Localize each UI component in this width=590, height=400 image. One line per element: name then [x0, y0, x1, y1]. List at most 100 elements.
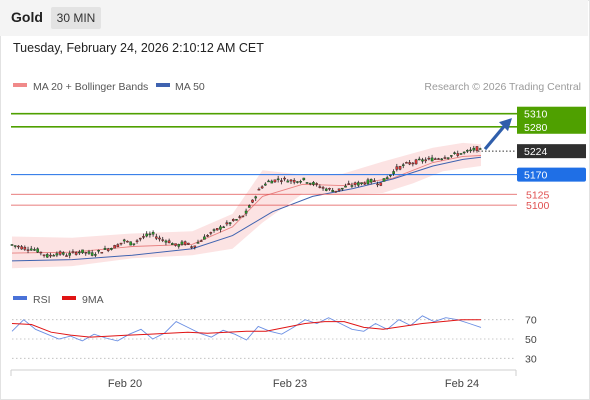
candle-body: [219, 226, 222, 230]
candle-body: [450, 155, 453, 157]
candle-body: [312, 182, 315, 185]
candle-body: [373, 180, 376, 182]
rsi-tick-label: 50: [525, 334, 537, 346]
candle-body: [42, 254, 46, 256]
candle-body: [78, 251, 81, 254]
rsi-ma9-line: [11, 319, 481, 338]
candle-body: [299, 181, 302, 183]
candle-body: [443, 157, 447, 159]
candle-body: [273, 179, 277, 183]
top-bar: Gold 30 MIN: [0, 0, 588, 36]
candle-body: [421, 159, 424, 162]
candle-body: [10, 244, 14, 246]
candle-body: [401, 164, 405, 166]
candle-body: [23, 246, 27, 250]
last-price-label: 5224: [524, 146, 548, 158]
pivot-tag: [517, 167, 586, 182]
candle-body: [167, 240, 171, 244]
candle-body: [289, 179, 293, 182]
candle-body: [62, 252, 65, 255]
candle-body: [87, 251, 91, 254]
candle-body: [212, 229, 216, 231]
candle-body: [199, 240, 203, 242]
candle-body: [395, 166, 399, 170]
candle-body: [472, 147, 476, 151]
candle-body: [126, 240, 129, 243]
candle-body: [180, 241, 184, 245]
candle-body: [119, 242, 123, 245]
rsi-legend-label: RSI: [33, 294, 51, 306]
candle-body: [414, 159, 418, 165]
timeframe-selector[interactable]: 30 MIN: [51, 7, 101, 29]
candle-body: [254, 196, 258, 199]
candle-body: [90, 252, 94, 256]
candle-body: [71, 251, 75, 253]
candle-body: [324, 188, 328, 191]
candle-body: [17, 245, 20, 248]
candle-body: [231, 219, 235, 222]
candle-body: [225, 222, 229, 225]
candle-body: [238, 216, 241, 218]
candle-body: [235, 219, 238, 221]
candle-body: [122, 239, 126, 242]
candle-body: [350, 185, 354, 187]
candle-body: [437, 158, 440, 160]
candle-body: [177, 244, 181, 247]
candle-body: [341, 187, 344, 190]
candle-body: [103, 248, 107, 250]
candle-body: [244, 210, 248, 214]
candle-body: [360, 182, 363, 185]
candle-body: [113, 245, 116, 249]
x-tick-label: Feb 24: [445, 378, 479, 390]
resistance-tag: [517, 106, 586, 121]
ma50-line: [11, 156, 482, 262]
resistance-tag: [517, 119, 586, 134]
candle-body: [58, 251, 62, 255]
candle-body: [55, 253, 59, 256]
candle-body: [94, 254, 97, 256]
candle-body: [142, 236, 145, 238]
candle-body: [129, 241, 132, 246]
candle-body: [20, 246, 23, 250]
forecast-arrow-shaft: [483, 123, 508, 151]
candle-body: [430, 157, 434, 162]
last-price-tag: [517, 144, 586, 159]
candle-body: [331, 190, 334, 192]
candle-body: [315, 183, 318, 185]
candle-body: [106, 248, 110, 251]
candle-body: [26, 249, 30, 251]
candle-body: [408, 162, 411, 165]
candle-body: [248, 205, 251, 208]
candle-body: [52, 255, 55, 257]
x-tick-label: Feb 23: [273, 378, 307, 390]
candle-body: [286, 180, 290, 183]
resistance-label: 5310: [524, 109, 548, 121]
candle-body: [33, 249, 36, 251]
candle-body: [344, 185, 347, 188]
candle-body: [97, 250, 100, 252]
candle-body: [215, 228, 219, 231]
candle-body: [411, 162, 415, 165]
candle-body: [145, 233, 148, 237]
candle-body: [264, 183, 267, 186]
candle-body: [302, 177, 306, 181]
candle-body: [190, 246, 193, 248]
candle-body: [321, 187, 325, 189]
candle-body: [138, 237, 142, 240]
candle-body: [81, 249, 84, 254]
candle-body: [363, 182, 367, 185]
candle-body: [29, 248, 33, 251]
rsi-tick-label: 30: [525, 353, 537, 365]
candle-body: [376, 183, 379, 186]
candle-body: [100, 252, 104, 254]
datetime-label: Tuesday, February 24, 2026 2:10:12 AM CE…: [13, 41, 264, 55]
candle-body: [260, 186, 264, 189]
candle-body: [475, 146, 479, 151]
resistance-label: 5280: [524, 122, 548, 134]
candle-body: [296, 181, 299, 183]
candle-body: [453, 152, 456, 154]
candle-body: [440, 158, 444, 161]
candle-body: [389, 174, 392, 177]
candle-body: [183, 241, 187, 245]
